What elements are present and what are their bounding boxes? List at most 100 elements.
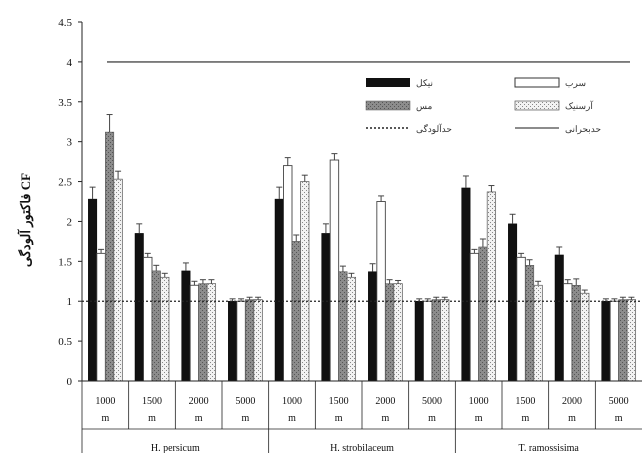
bar-nickel — [321, 233, 331, 382]
bar-lead — [96, 252, 106, 382]
bar-nickel — [88, 198, 98, 382]
bar-nickel — [601, 300, 611, 382]
bar-copper — [385, 283, 395, 382]
bar-arsenic — [346, 276, 357, 382]
bar-arsenic — [626, 299, 637, 382]
legend-swatch-arsenic — [514, 100, 560, 111]
bar-lead — [609, 300, 620, 382]
x-tick-label-unit: m — [615, 413, 623, 424]
bar-lead — [423, 300, 433, 382]
bar-arsenic — [160, 276, 170, 382]
y-axis-label: فاکتور آلودگی CF — [17, 173, 34, 267]
bar-lead — [189, 284, 200, 382]
legend-label-arsenic: آرسنیک — [565, 100, 593, 112]
bar-nickel — [181, 270, 191, 382]
bar-lead — [283, 165, 293, 382]
legend: نیکل سرب مس آرسنیک حدآلودگی حدبحرانی — [365, 77, 601, 135]
bar-arsenic — [253, 299, 263, 382]
bar-arsenic — [440, 299, 450, 382]
bar-arsenic — [486, 191, 497, 382]
x-tick-label-unit: m — [428, 413, 436, 424]
bar-nickel — [508, 223, 518, 382]
legend-label-nickel: نیکل — [416, 78, 433, 88]
bar-lead — [143, 256, 153, 382]
x-tick-label-unit: m — [195, 413, 203, 424]
bar-copper — [571, 285, 581, 382]
bar-copper — [431, 299, 441, 382]
legend-swatch-lead — [514, 77, 560, 88]
bar-nickel — [461, 187, 471, 382]
bar-nickel — [414, 300, 424, 382]
y-tick-label: 2.5 — [58, 177, 72, 189]
x-tick-label-unit: m — [521, 413, 529, 424]
bar-copper — [105, 131, 115, 382]
x-tick-label-unit: m — [148, 413, 156, 424]
bar-lead — [329, 159, 340, 382]
bar-copper — [478, 246, 488, 382]
legend-label-critical: حدبحرانی — [565, 124, 601, 135]
y-tick-label: 1.5 — [58, 256, 72, 268]
x-tick-label: 2000 — [562, 396, 582, 407]
group-label: T. ramossisima — [518, 443, 579, 453]
x-tick-label: 2000 — [189, 396, 209, 407]
bar-arsenic — [300, 181, 310, 382]
x-tick-label: 5000 — [609, 396, 629, 407]
bar-nickel — [554, 254, 564, 382]
y-tick-label: 4 — [67, 57, 73, 69]
bar-copper — [618, 299, 628, 382]
bars — [82, 114, 642, 382]
group-label: H. strobilaceum — [330, 443, 394, 453]
x-tick-label: 1000 — [95, 396, 115, 407]
bar-nickel — [228, 300, 238, 382]
x-tick-label: 5000 — [235, 396, 255, 407]
legend-label-copper: مس — [416, 101, 432, 112]
x-tick-label: 1500 — [515, 396, 535, 407]
bar-arsenic — [533, 284, 543, 382]
y-tick-label: 3 — [67, 137, 73, 149]
bar-nickel — [368, 271, 378, 382]
legend-label-contamination: حدآلودگی — [416, 123, 452, 135]
bar-lead — [376, 201, 386, 382]
bar-arsenic — [393, 283, 403, 382]
bar-nickel — [274, 198, 284, 382]
x-tick-label: 1000 — [469, 396, 489, 407]
bar-lead — [236, 300, 246, 382]
x-tick-label-unit: m — [241, 413, 249, 424]
y-axis: 0 0.5 1 1.5 2 2.5 3 3.5 4 4.5 — [58, 17, 83, 388]
x-tick-label-unit: m — [475, 413, 483, 424]
x-tick-label: 5000 — [422, 396, 442, 407]
bar-lead — [469, 252, 480, 382]
bar-arsenic — [113, 178, 123, 382]
group-label: H. persicum — [151, 443, 200, 453]
y-tick-label: 4.5 — [58, 17, 72, 29]
x-tick-label-unit: m — [335, 413, 343, 424]
x-tick-label-unit: m — [288, 413, 296, 424]
x-tick-label: 1500 — [329, 396, 349, 407]
bar-copper — [245, 299, 255, 382]
x-tick-label-unit: m — [101, 413, 109, 424]
legend-label-lead: سرب — [565, 78, 586, 89]
bar-lead — [516, 256, 526, 382]
y-tick-label: 1 — [67, 296, 73, 308]
bar-lead — [563, 283, 573, 382]
bar-copper — [338, 271, 348, 382]
bar-arsenic — [206, 283, 217, 382]
bar-copper — [525, 265, 535, 382]
y-tick-label: 0.5 — [58, 336, 72, 348]
x-axis: 1000 m 1500 m 2000 m 5000 m H. persicum 1000 m 1500… — [81, 380, 642, 453]
y-tick-label: 0 — [67, 376, 73, 388]
bar-copper — [291, 241, 301, 382]
bar-copper — [151, 270, 161, 382]
x-tick-label: 2000 — [375, 396, 395, 407]
legend-swatch-nickel — [366, 78, 410, 87]
bar-nickel — [134, 233, 144, 382]
x-tick-label-unit: m — [381, 413, 389, 424]
legend-swatch-copper — [365, 100, 411, 111]
x-tick-label-unit: m — [568, 413, 576, 424]
y-tick-label: 2 — [67, 216, 73, 228]
x-tick-label: 1000 — [282, 396, 302, 407]
x-tick-label: 1500 — [142, 396, 162, 407]
bar-copper — [198, 283, 208, 382]
y-tick-label: 3.5 — [58, 97, 72, 109]
